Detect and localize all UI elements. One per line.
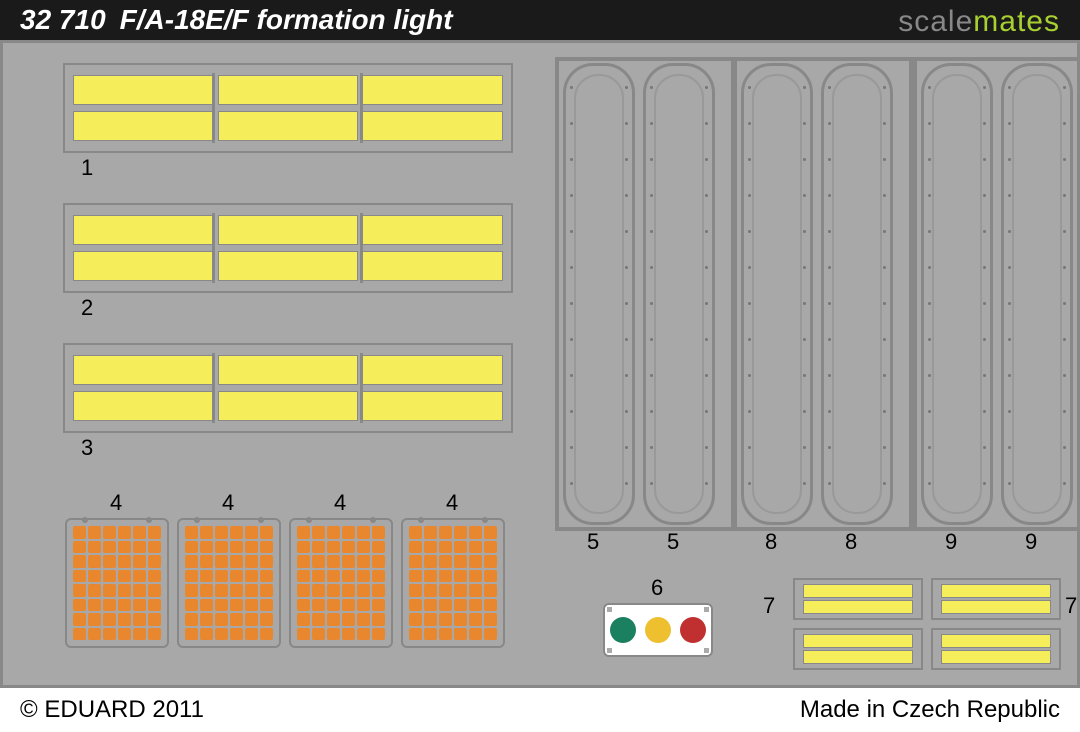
part-number: 9 [945,529,957,555]
traffic-light-panel [603,603,713,657]
yellow-strip-group [63,343,513,433]
part-number: 7 [763,593,775,619]
origin-text: Made in Czech Republic [800,696,1060,724]
vertical-slot [741,63,813,525]
yellow-strip-group [63,203,513,293]
vertical-slot [563,63,635,525]
part-number: 8 [765,529,777,555]
part-number: 3 [81,435,93,461]
header-bar: 32 710 F/A-18E/F formation light scalema… [0,0,1080,40]
yellow-small-panel [931,628,1061,670]
orange-grid-panel [177,518,281,648]
vertical-slot [1001,63,1073,525]
part-number: 6 [651,575,663,601]
copyright-text: © EDUARD 2011 [20,696,204,724]
vertical-slot [643,63,715,525]
yellow-small-panel [931,578,1061,620]
orange-grid-panel [289,518,393,648]
part-number: 5 [587,529,599,555]
part-number: 9 [1025,529,1037,555]
orange-grid-panel [65,518,169,648]
vertical-slot [821,63,893,525]
part-number: 2 [81,295,93,321]
orange-grid-panel [401,518,505,648]
part-number: 5 [667,529,679,555]
part-number: 4 [110,490,122,516]
part-number: 8 [845,529,857,555]
product-title: F/A-18E/F formation light [120,4,453,36]
yellow-strip-group [63,63,513,153]
yellow-small-panel [793,628,923,670]
yellow-small-panel [793,578,923,620]
photo-etch-fret: 1 2 3 4 4 4 4 5 5 8 8 9 9 6 7 7 [0,40,1080,688]
product-code: 32 710 [20,4,106,36]
part-number: 1 [81,155,93,181]
part-number: 4 [334,490,346,516]
part-number: 7 [1065,593,1077,619]
vertical-slot [921,63,993,525]
part-number: 4 [446,490,458,516]
footer: © EDUARD 2011 Made in Czech Republic [0,688,1080,732]
part-number: 4 [222,490,234,516]
watermark: scalemates [898,5,1060,39]
